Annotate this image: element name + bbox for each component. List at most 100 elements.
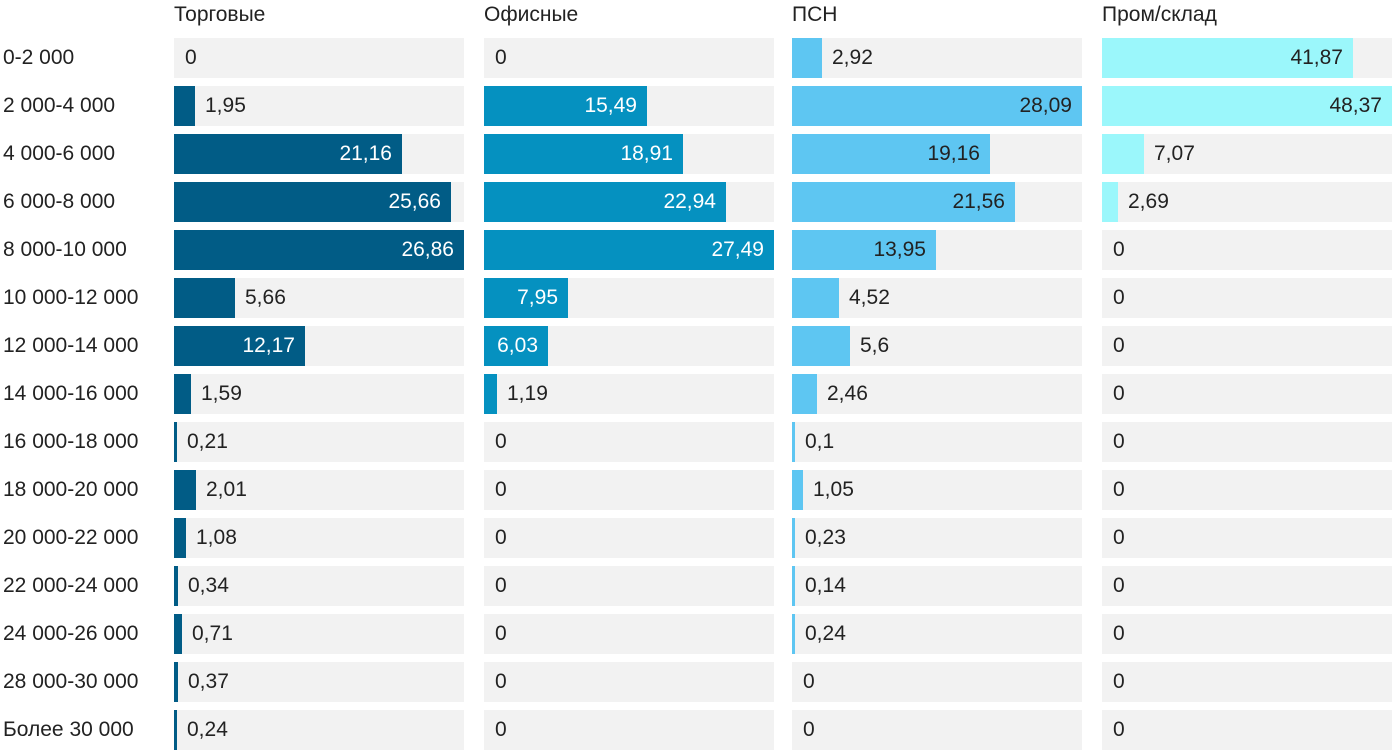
data-label: 5,6 <box>860 334 890 357</box>
data-label: 0,71 <box>192 622 233 645</box>
data-label: 0,21 <box>187 430 228 453</box>
bar <box>174 566 178 606</box>
data-label: 48,37 <box>1329 94 1382 117</box>
bar-track <box>484 614 774 654</box>
bar-track <box>174 566 464 606</box>
bar <box>174 86 195 126</box>
bar <box>792 38 822 78</box>
bar-track <box>1102 326 1392 366</box>
data-label: 2,01 <box>206 478 247 501</box>
bar-track <box>792 614 1082 654</box>
category-label: 10 000-12 000 <box>3 286 139 309</box>
bar <box>1102 86 1392 126</box>
bar-track <box>174 86 464 126</box>
bar-track <box>1102 614 1392 654</box>
data-label: 0,14 <box>805 574 846 597</box>
data-label: 0,34 <box>188 574 229 597</box>
data-label: 2,92 <box>832 46 873 69</box>
bar-track <box>484 38 774 78</box>
category-label: Более 30 000 <box>3 718 134 741</box>
bar-track <box>792 710 1082 750</box>
data-label: 41,87 <box>1290 46 1343 69</box>
bar-track <box>484 470 774 510</box>
data-label: 7,95 <box>517 286 558 309</box>
data-label: 1,59 <box>201 382 242 405</box>
bar-track <box>1102 710 1392 750</box>
data-label: 1,95 <box>205 94 246 117</box>
category-label: 18 000-20 000 <box>3 478 139 501</box>
bar-track <box>792 566 1082 606</box>
bar <box>792 470 803 510</box>
bar-track <box>792 38 1082 78</box>
data-label: 22,94 <box>663 190 716 213</box>
data-label: 0 <box>495 526 507 549</box>
data-label: 0 <box>495 622 507 645</box>
data-label: 0 <box>803 670 815 693</box>
data-label: 0 <box>1113 574 1125 597</box>
category-label: 0-2 000 <box>3 46 75 69</box>
bar <box>792 230 936 270</box>
category-label: 12 000-14 000 <box>3 334 139 357</box>
bar-track <box>1102 278 1392 318</box>
bar <box>174 518 186 558</box>
data-label: 6,03 <box>497 334 538 357</box>
bar <box>174 326 305 366</box>
bar-track <box>174 662 464 702</box>
data-label: 1,05 <box>813 478 854 501</box>
category-label: 2 000-4 000 <box>3 94 116 117</box>
data-label: 0 <box>495 574 507 597</box>
data-label: 0 <box>1113 286 1125 309</box>
data-label: 0,24 <box>187 718 228 741</box>
bar <box>792 614 795 654</box>
data-label: 25,66 <box>388 190 441 213</box>
category-label: 20 000-22 000 <box>3 526 139 549</box>
bar-track <box>792 422 1082 462</box>
bar <box>484 86 647 126</box>
bar <box>792 566 795 606</box>
bar <box>174 470 196 510</box>
data-label: 0 <box>1113 526 1125 549</box>
panel-title: Торговые <box>174 3 266 26</box>
data-label: 0 <box>495 46 507 69</box>
bar-track <box>1102 134 1392 174</box>
bar <box>174 374 191 414</box>
bar-track <box>174 518 464 558</box>
bar-track <box>174 614 464 654</box>
panel-title: Офисные <box>484 3 579 26</box>
data-label: 27,49 <box>711 238 764 261</box>
bar <box>1102 38 1353 78</box>
bar-track <box>1102 182 1392 222</box>
bar-track <box>174 38 464 78</box>
bar-track <box>484 566 774 606</box>
bar-track <box>174 470 464 510</box>
data-label: 0 <box>1113 238 1125 261</box>
data-label: 0 <box>1113 382 1125 405</box>
data-label: 0 <box>495 718 507 741</box>
bar <box>792 182 1015 222</box>
bar-track <box>484 422 774 462</box>
bar <box>792 134 990 174</box>
data-label: 13,95 <box>873 238 926 261</box>
bar <box>484 134 683 174</box>
category-label: 6 000-8 000 <box>3 190 116 213</box>
data-label: 28,09 <box>1019 94 1072 117</box>
bar <box>174 422 177 462</box>
bar-track <box>1102 230 1392 270</box>
bar-track <box>484 518 774 558</box>
data-label: 21,16 <box>339 142 392 165</box>
category-label: 14 000-16 000 <box>3 382 139 405</box>
bar-track <box>1102 470 1392 510</box>
data-label: 19,16 <box>927 142 980 165</box>
data-label: 0 <box>1113 430 1125 453</box>
data-label: 4,52 <box>849 286 890 309</box>
data-label: 0,37 <box>188 670 229 693</box>
data-label: 0 <box>1113 334 1125 357</box>
bar-track <box>174 374 464 414</box>
data-label: 0 <box>495 478 507 501</box>
bar-track <box>792 662 1082 702</box>
bar-track <box>792 470 1082 510</box>
category-label: 16 000-18 000 <box>3 430 139 453</box>
data-label: 0 <box>495 430 507 453</box>
data-label: 0 <box>1113 718 1125 741</box>
